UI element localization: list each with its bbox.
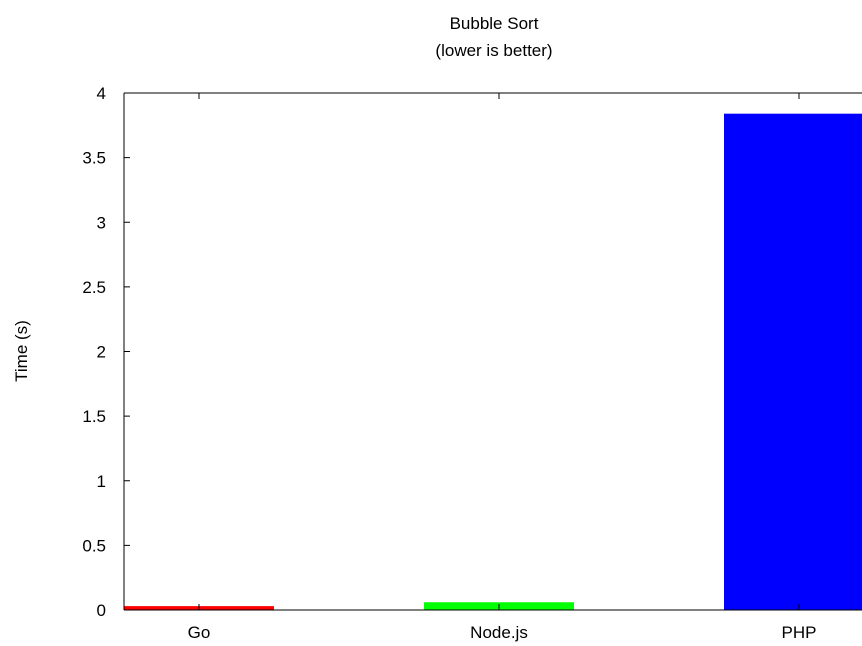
x-tick-label: Go <box>188 623 211 642</box>
y-tick-label: 0 <box>97 601 106 620</box>
x-tick-label: Node.js <box>470 623 528 642</box>
chart-subtitle: (lower is better) <box>435 41 552 60</box>
y-tick-label: 1 <box>97 472 106 491</box>
chart-title: Bubble Sort <box>450 14 539 33</box>
y-tick-label: 0.5 <box>82 536 106 555</box>
axes-layer: Go Node.js PHP 0 0.5 1 1.5 2 2.5 3 3.5 4 <box>82 84 862 642</box>
y-tick-label: 1.5 <box>82 407 106 426</box>
y-tick-label: 4 <box>97 84 106 103</box>
y-tick-label: 3 <box>97 213 106 232</box>
y-tick-label: 2 <box>97 343 106 362</box>
x-tick-label: PHP <box>782 623 817 642</box>
bars-layer <box>124 113 862 611</box>
y-tick-label: 2.5 <box>82 278 106 297</box>
bar-php <box>724 113 862 611</box>
y-axis-label: Time (s) <box>12 320 31 382</box>
y-tick-label: 3.5 <box>82 149 106 168</box>
